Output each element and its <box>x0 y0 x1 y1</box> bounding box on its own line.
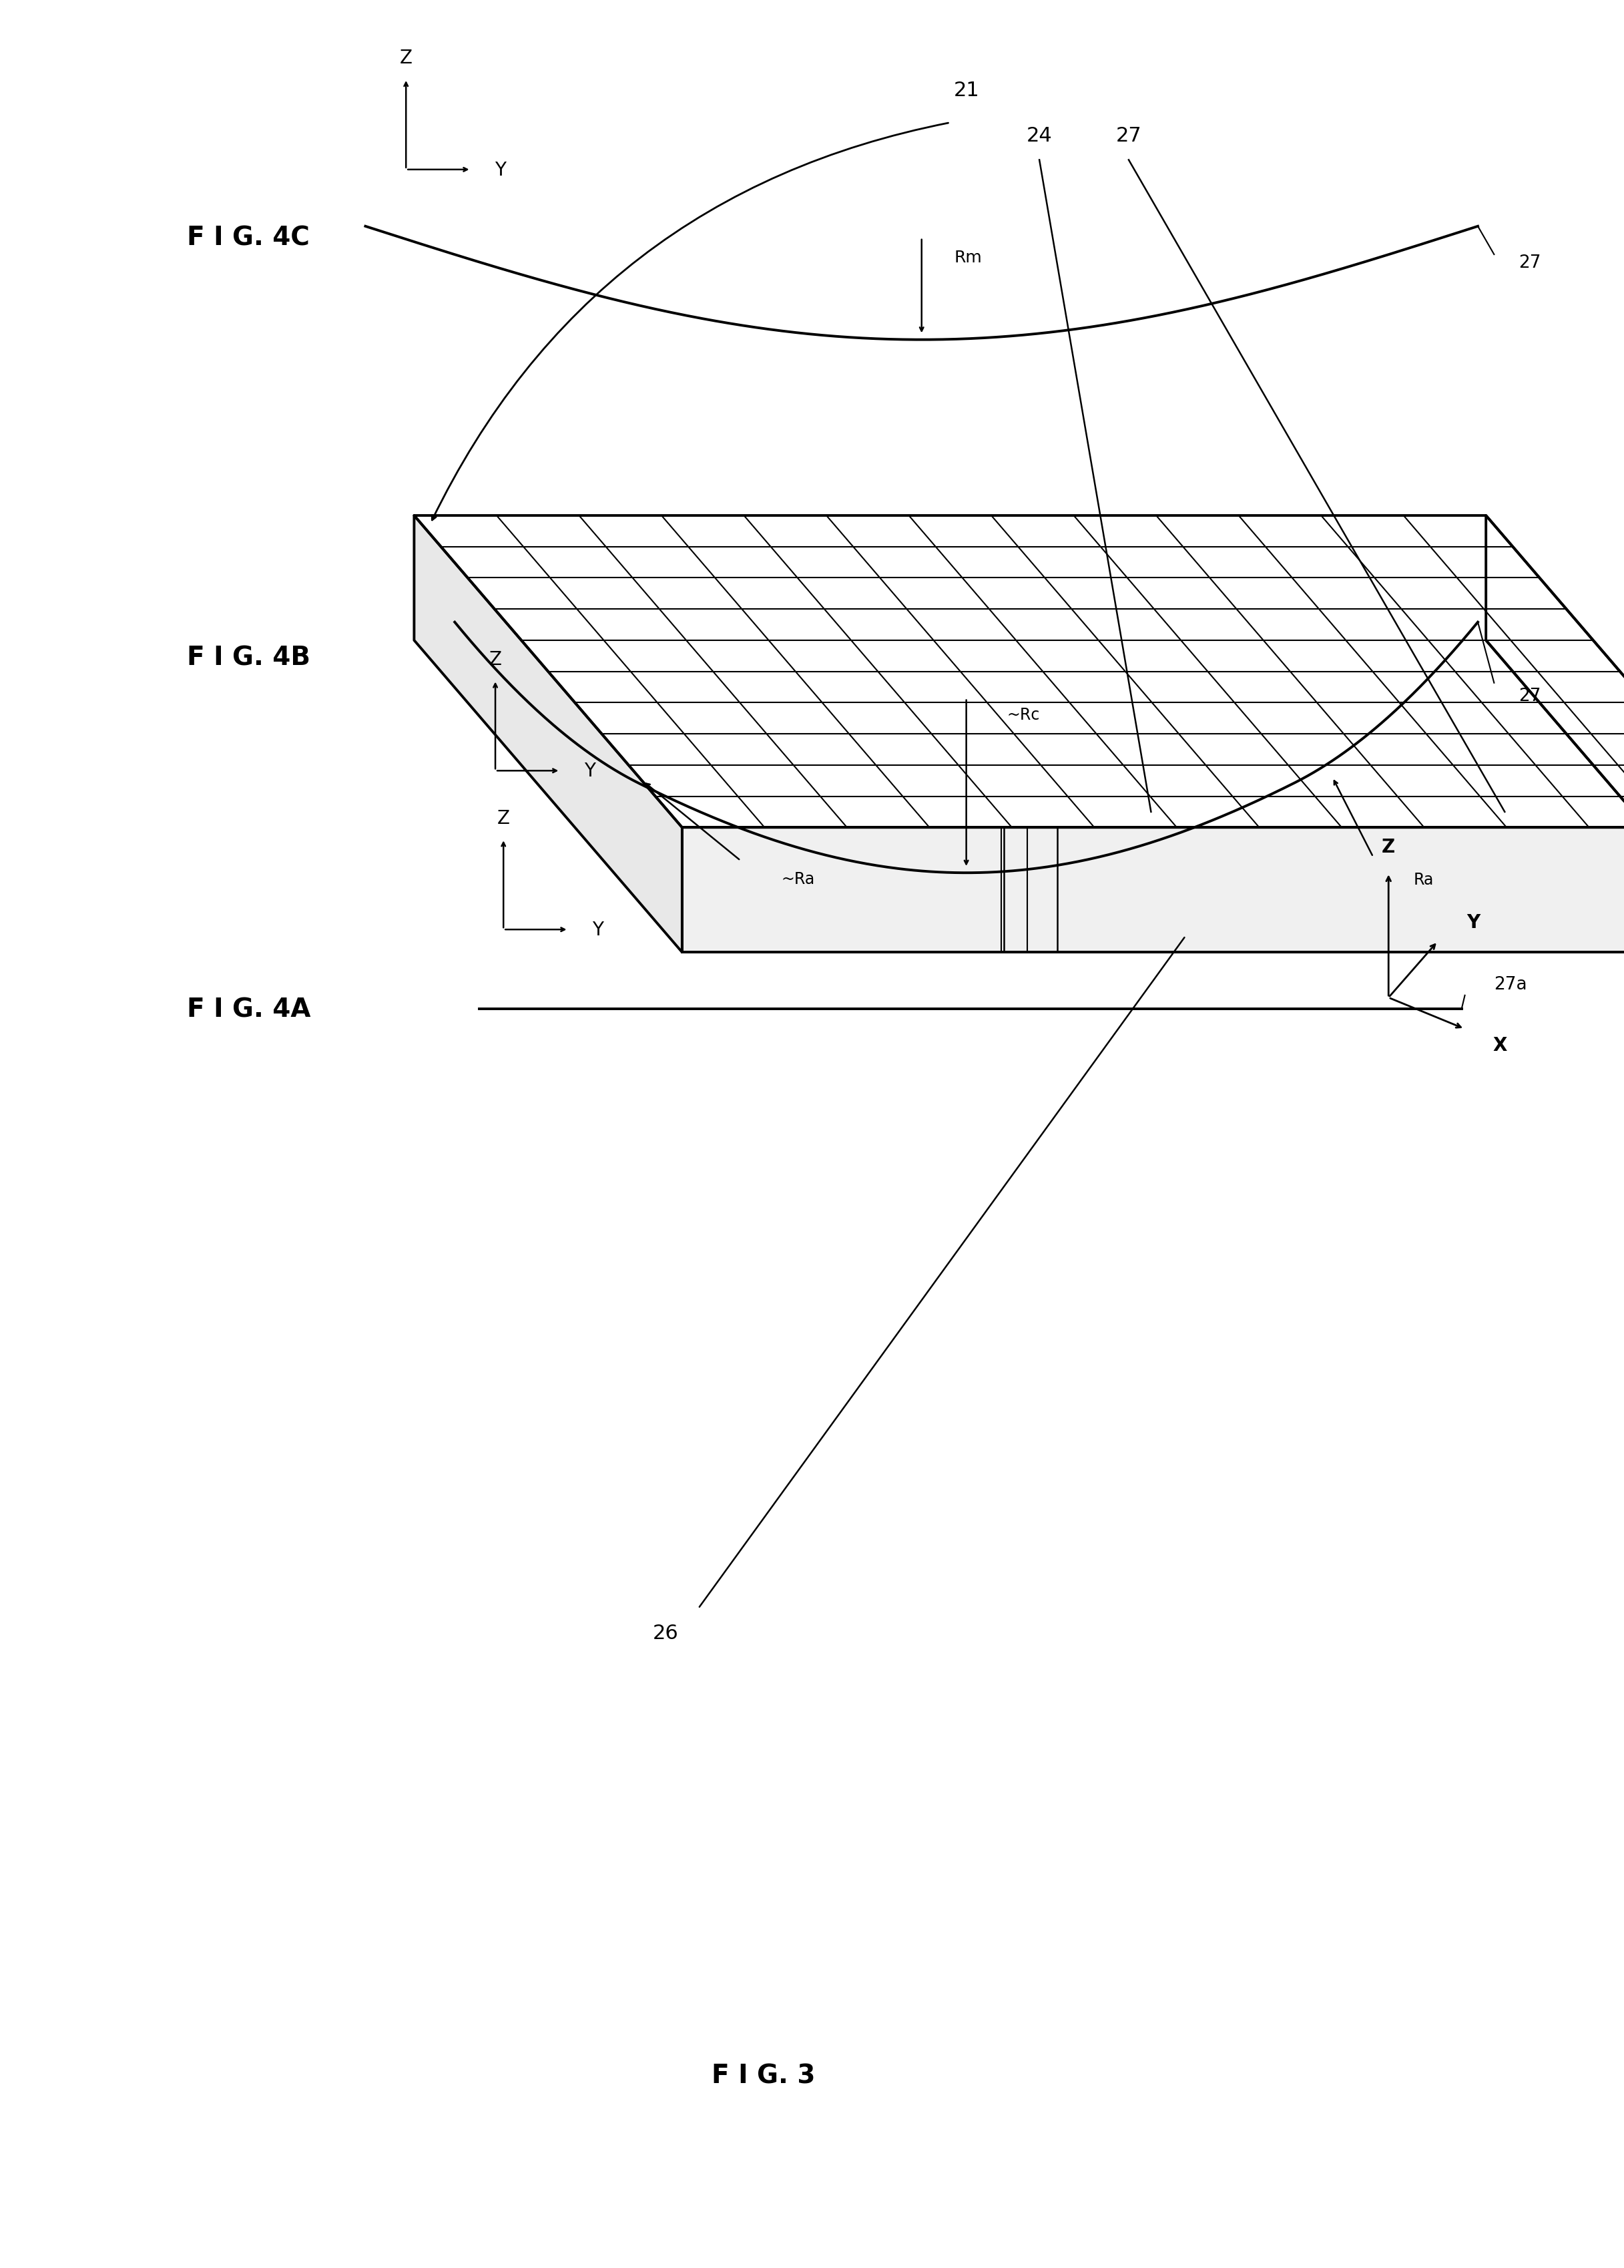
Text: F I G. 3: F I G. 3 <box>711 2062 815 2089</box>
Text: F I G. 4A: F I G. 4A <box>187 996 310 1023</box>
Text: Ra: Ra <box>1413 871 1434 887</box>
Polygon shape <box>414 517 1624 828</box>
Polygon shape <box>414 517 682 953</box>
Text: Y: Y <box>495 161 505 179</box>
Text: 27a: 27a <box>1494 975 1527 993</box>
Text: F I G. 4C: F I G. 4C <box>187 225 310 252</box>
Text: X: X <box>1492 1036 1507 1055</box>
Text: Z: Z <box>497 810 510 828</box>
Polygon shape <box>682 828 1624 953</box>
Text: 26: 26 <box>653 1624 679 1642</box>
Text: 27: 27 <box>1518 254 1541 272</box>
Text: Rm: Rm <box>955 249 983 265</box>
Text: Y: Y <box>1466 914 1479 932</box>
Text: 27: 27 <box>1518 687 1541 705</box>
Text: Z: Z <box>1382 837 1395 857</box>
Text: F I G. 4B: F I G. 4B <box>187 644 310 671</box>
Text: Z: Z <box>400 50 412 68</box>
Text: 27: 27 <box>1116 127 1142 145</box>
Text: Y: Y <box>585 762 594 780</box>
Text: Y: Y <box>593 921 603 939</box>
Text: 24: 24 <box>1026 127 1052 145</box>
Text: Z: Z <box>489 651 502 669</box>
Text: ~Ra: ~Ra <box>781 871 815 887</box>
Text: ~Rc: ~Rc <box>1007 708 1039 723</box>
Polygon shape <box>1486 517 1624 953</box>
Text: 21: 21 <box>953 82 979 100</box>
